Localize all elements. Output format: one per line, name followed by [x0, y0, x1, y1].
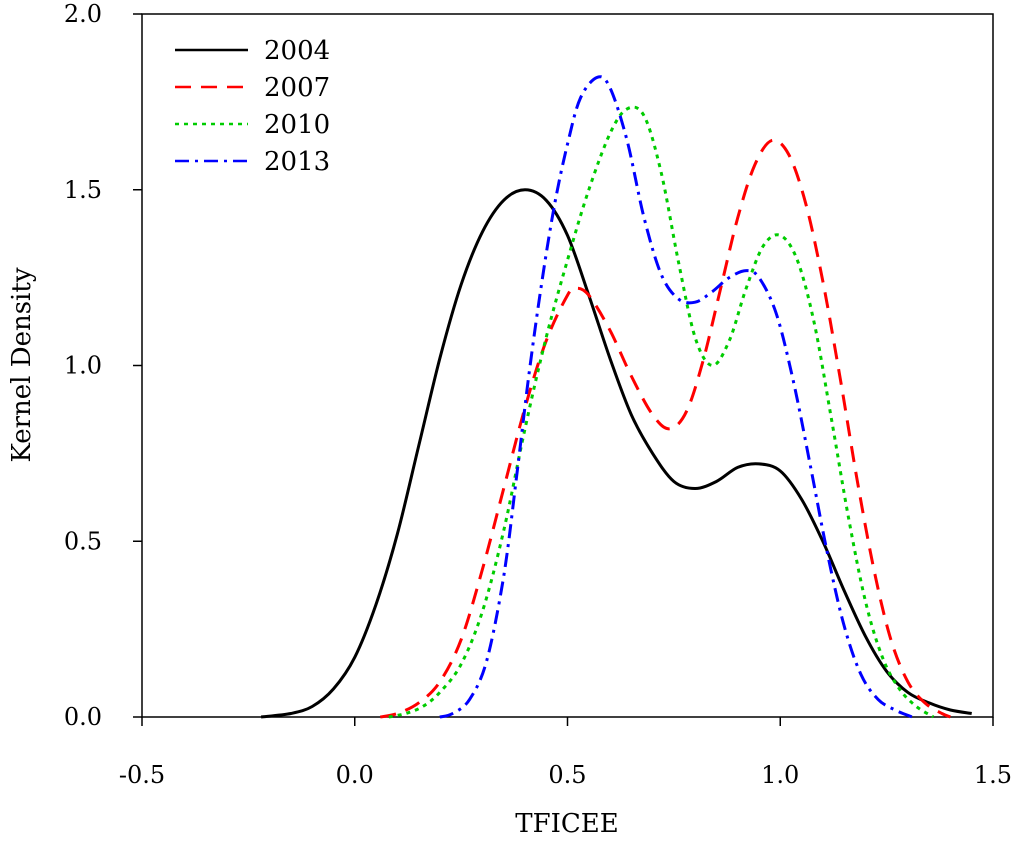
legend-label: 2007 — [264, 73, 330, 103]
series-line-2007 — [379, 138, 951, 719]
x-tick-label: 1.5 — [974, 761, 1012, 789]
legend-label: 2013 — [264, 147, 330, 177]
series-layer — [260, 75, 972, 719]
legend-label: 2010 — [264, 110, 330, 140]
y-tick-label: 0.5 — [64, 527, 102, 555]
y-tick-label: 1.0 — [64, 352, 102, 380]
y-axis-title: Kernel Density — [7, 267, 37, 462]
x-axis: -0.5 0.0 0.5 1.0 1.5 — [119, 717, 1012, 789]
legend-label: 2004 — [264, 36, 330, 66]
y-tick-label: 2.0 — [64, 0, 102, 28]
series-line-2004 — [260, 188, 972, 719]
x-tick-label: 0.0 — [336, 761, 374, 789]
x-tick-label: -0.5 — [119, 761, 165, 789]
series-line-2010 — [388, 105, 935, 719]
series-line-2013 — [439, 75, 913, 719]
x-tick-label: 0.5 — [548, 761, 586, 789]
x-tick-label: 1.0 — [761, 761, 799, 789]
y-axis: 0.0 0.5 1.0 1.5 2.0 — [64, 0, 142, 731]
y-tick-label: 0.0 — [64, 703, 102, 731]
legend: 2004 2007 2010 2013 — [175, 36, 330, 177]
x-axis-title: TFICEE — [515, 809, 619, 839]
y-tick-label: 1.5 — [64, 176, 102, 204]
